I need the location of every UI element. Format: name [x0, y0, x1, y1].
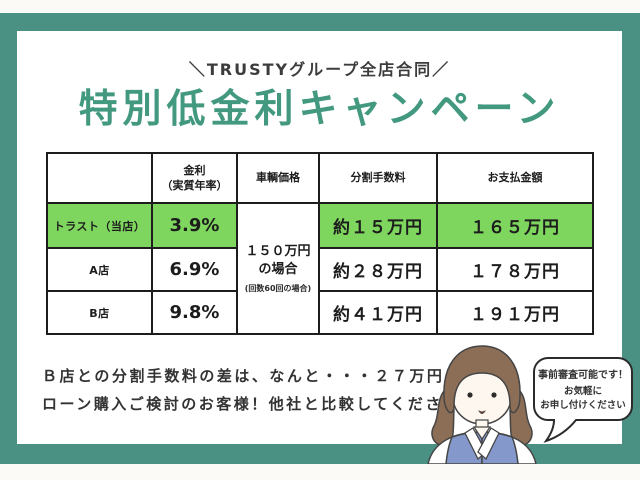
rate-cell: 6.9%: [151, 247, 238, 292]
rate-cell: 3.9%: [151, 202, 238, 249]
tagline: ＼TRUSTYグループ全店合同／: [188, 60, 451, 79]
table-row-shop-b: B店 9.8% 約４１万円 １９１万円: [46, 290, 594, 335]
store-cell: B店: [46, 290, 153, 335]
table-header-row: 金利 （実質年率） 車輌価格 分割手数料 お支払金額: [46, 152, 594, 204]
illustration-overlay: 事前審査可能です！ お気軽に お申し付けください: [420, 340, 640, 464]
bubble-line3: お申し付けください: [540, 399, 626, 411]
store-cell: A店: [46, 247, 153, 292]
header-total: お支払金額: [436, 152, 594, 204]
speech-bubble: [533, 357, 633, 443]
eye-left: [467, 392, 473, 398]
store-cell: トラスト（当店）: [46, 202, 153, 249]
comparison-table: 金利 （実質年率） 車輌価格 分割手数料 お支払金額 トラスト（当店） 3.9%…: [46, 152, 594, 335]
woman-illustration: 事前審査可能です！ お気軽に お申し付けください: [427, 345, 633, 464]
header-price: 車輌価格: [236, 152, 320, 204]
total-cell: １７８万円: [436, 247, 594, 292]
collar: [464, 426, 500, 461]
bubble-line1: 事前審査可能です！: [538, 368, 628, 381]
mouth: [478, 410, 486, 414]
table-row-shop-a: A店 6.9% 約２８万円 １７８万円: [46, 247, 594, 292]
fee-cell: 約１５万円: [318, 202, 438, 249]
total-cell: １９１万円: [436, 290, 594, 335]
hair-top: [443, 345, 521, 414]
fee-cell: 約４１万円: [318, 290, 438, 335]
footer-callout-line2: ローン購入ご検討のお客様！他社と比較してください！: [42, 395, 478, 413]
fee-cell: 約２８万円: [318, 247, 438, 292]
rate-cell: 9.8%: [151, 290, 238, 335]
vehicle-price-cell: １５０万円 の場合 (回数60回の場合): [236, 202, 320, 335]
bubble-line2: お気軽に: [564, 385, 602, 397]
header-store: [46, 152, 153, 204]
table-row-trust: トラスト（当店） 3.9% １５０万円 の場合 (回数60回の場合) 約１５万円…: [46, 202, 594, 335]
campaign-card: ＼TRUSTYグループ全店合同／ 特別低金利キャンペーン 金利 （実質年率） 車…: [17, 31, 622, 444]
eye-right: [491, 392, 497, 398]
campaign-title: 特別低金利キャンペーン: [78, 87, 561, 132]
footer-callout-line1: Ｂ店との分割手数料の差は、なんと・・・２７万円！: [42, 367, 462, 385]
total-cell: １６５万円: [436, 202, 594, 249]
header-rate: 金利 （実質年率）: [151, 152, 238, 204]
header-fee: 分割手数料: [318, 152, 438, 204]
